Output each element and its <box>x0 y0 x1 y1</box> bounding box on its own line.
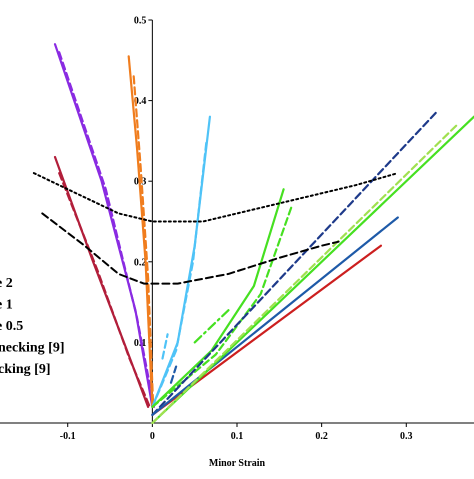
series-line-6 <box>58 172 151 408</box>
series-line-4 <box>132 75 155 408</box>
series-line-2 <box>58 51 156 408</box>
series-line-9 <box>151 188 285 408</box>
series-line-18 <box>41 212 340 285</box>
series-line-11 <box>193 309 230 344</box>
legend-entry-4: necking [9] <box>0 341 65 356</box>
y-tick-label: 0.1 <box>134 338 147 349</box>
series-line-13 <box>151 111 437 416</box>
series-line-20 <box>169 365 178 384</box>
x-axis-title: Minor Strain <box>209 458 266 469</box>
series-line-19 <box>161 333 169 360</box>
series-line-15 <box>151 115 474 425</box>
legend-entry-5: cking [9] <box>0 362 51 377</box>
legend-layer: e 2 e 1 e 0.5 necking [9] cking [9] <box>0 276 65 377</box>
legend-entry-2: e 1 <box>0 298 13 313</box>
series-layer <box>32 43 474 425</box>
x-tick-label: 0.2 <box>315 431 328 442</box>
y-tick-label: 0.4 <box>134 96 147 107</box>
y-tick-label: 0.2 <box>134 257 147 268</box>
x-tick-label: 0 <box>150 431 155 442</box>
series-line-16 <box>151 123 459 425</box>
x-tick-label: -0.1 <box>60 431 76 442</box>
series-line-8 <box>151 139 208 408</box>
series-line-17 <box>32 172 399 223</box>
legend-entry-3: e 0.5 <box>0 319 23 334</box>
legend-entry-1: e 2 <box>0 276 13 291</box>
x-tick-label: 0.3 <box>400 431 413 442</box>
series-line-3 <box>127 55 154 408</box>
x-tick-label: 0.1 <box>231 431 244 442</box>
y-tick-label: 0.5 <box>134 16 147 27</box>
